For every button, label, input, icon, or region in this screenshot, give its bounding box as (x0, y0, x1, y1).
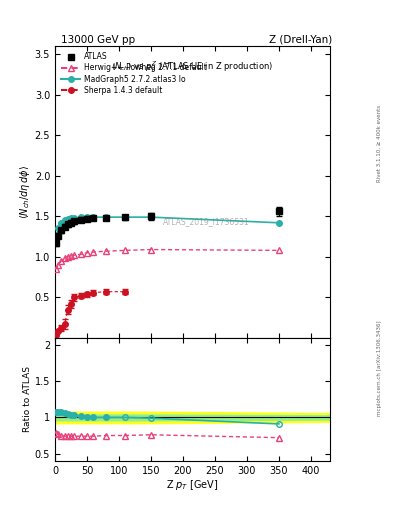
Text: Z (Drell-Yan): Z (Drell-Yan) (269, 35, 332, 45)
Y-axis label: Ratio to ATLAS: Ratio to ATLAS (23, 367, 32, 432)
Text: $\langle N_{ch}\rangle$ vs $p^{Z}_{T}$ (ATLAS UE in Z production): $\langle N_{ch}\rangle$ vs $p^{Z}_{T}$ (… (112, 59, 274, 74)
X-axis label: Z $p_T$ [GeV]: Z $p_T$ [GeV] (166, 478, 219, 493)
Text: Rivet 3.1.10, ≥ 400k events: Rivet 3.1.10, ≥ 400k events (377, 105, 382, 182)
Y-axis label: $\langle N_{ch}/d\eta\, d\phi\rangle$: $\langle N_{ch}/d\eta\, d\phi\rangle$ (18, 165, 32, 219)
Text: ATLAS_2019_I1736531: ATLAS_2019_I1736531 (163, 217, 250, 226)
Text: mcplots.cern.ch [arXiv:1306.3436]: mcplots.cern.ch [arXiv:1306.3436] (377, 321, 382, 416)
Text: 13000 GeV pp: 13000 GeV pp (61, 35, 135, 45)
Legend: ATLAS, Herwig++ Powheg 2.7.1 default, MadGraph5 2.7.2.atlas3 lo, Sherpa 1.4.3 de: ATLAS, Herwig++ Powheg 2.7.1 default, Ma… (59, 50, 209, 97)
